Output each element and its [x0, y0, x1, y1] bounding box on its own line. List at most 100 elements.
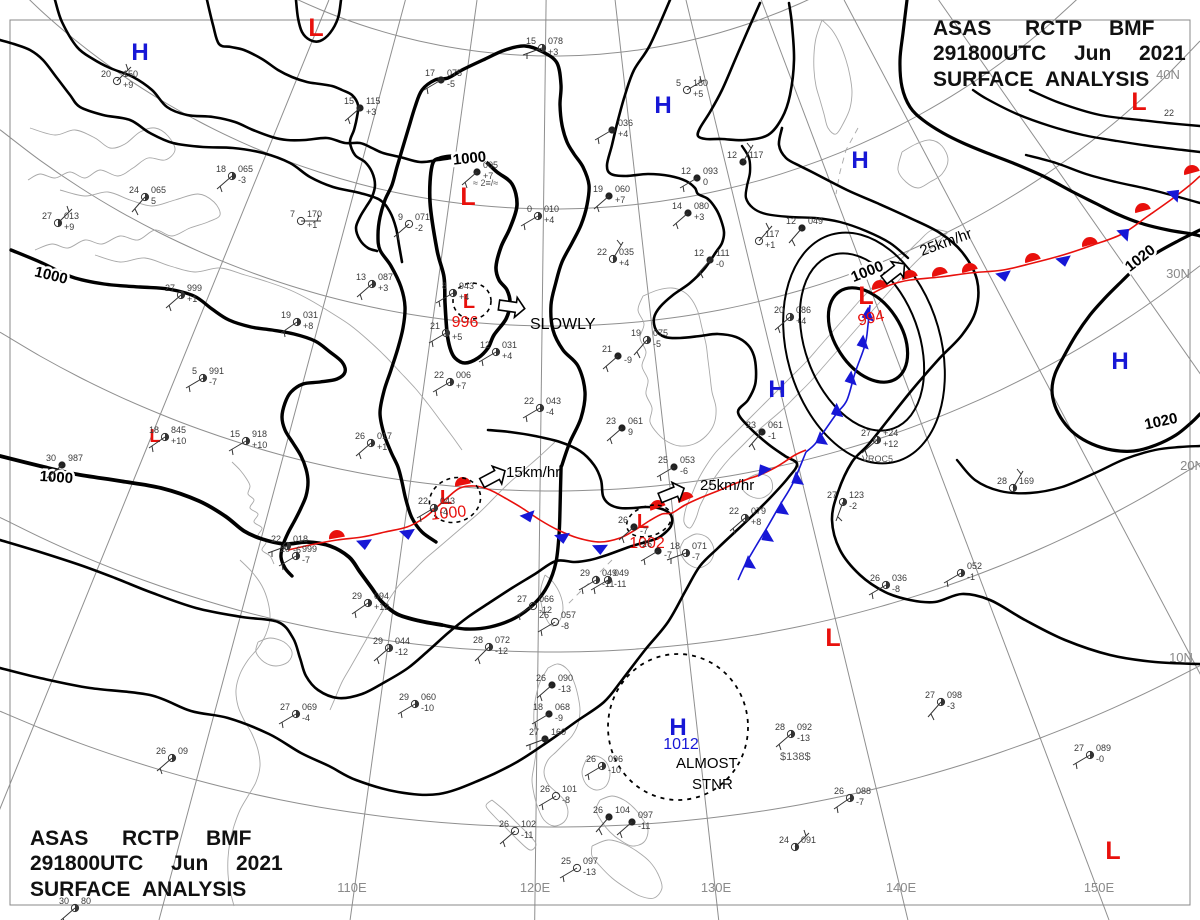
svg-text:15km/hr: 15km/hr	[506, 464, 560, 481]
svg-text:999: 999	[302, 544, 317, 554]
svg-text:115: 115	[366, 96, 380, 106]
svg-text:26: 26	[355, 431, 365, 441]
svg-text:-11: -11	[521, 830, 533, 840]
svg-text:30: 30	[59, 896, 69, 906]
svg-text:1000: 1000	[452, 148, 487, 168]
svg-text:22: 22	[271, 534, 281, 544]
svg-text:+4: +4	[502, 351, 512, 361]
svg-text:$138$: $138$	[780, 751, 811, 763]
svg-text:L: L	[150, 426, 161, 446]
svg-text:091: 091	[801, 835, 816, 845]
svg-text:26: 26	[642, 539, 652, 549]
svg-text:-9: -9	[624, 355, 632, 365]
svg-text:28: 28	[775, 722, 785, 732]
svg-text:049: 049	[602, 568, 617, 578]
svg-text:006: 006	[456, 370, 471, 380]
svg-text:20N: 20N	[1180, 458, 1200, 473]
svg-text:+5: +5	[452, 332, 462, 342]
svg-text:035: 035	[619, 247, 634, 257]
svg-text:+10: +10	[252, 440, 267, 450]
svg-text:20: 20	[774, 305, 784, 315]
svg-text:27: 27	[861, 428, 871, 438]
svg-text:L: L	[440, 487, 452, 509]
svg-text:918: 918	[252, 429, 267, 439]
svg-text:-7: -7	[856, 797, 864, 807]
svg-text:80: 80	[81, 896, 91, 906]
svg-text:20: 20	[101, 69, 111, 79]
svg-text:+8: +8	[751, 517, 761, 527]
svg-text:29: 29	[399, 692, 409, 702]
svg-text:18: 18	[149, 425, 159, 435]
svg-text:102: 102	[521, 819, 536, 829]
svg-text:0: 0	[527, 204, 532, 214]
svg-text:+7: +7	[483, 171, 493, 181]
svg-text:053: 053	[680, 455, 695, 465]
svg-text:031: 031	[502, 340, 517, 350]
svg-text:169: 169	[1019, 476, 1034, 486]
svg-text:H: H	[851, 147, 868, 174]
svg-text:-7: -7	[302, 555, 310, 565]
svg-text:-6: -6	[293, 545, 301, 555]
svg-text:+1: +1	[765, 240, 775, 250]
svg-text:-5: -5	[447, 79, 455, 89]
svg-text:+24: +24	[883, 428, 898, 438]
svg-text:26: 26	[834, 786, 844, 796]
svg-text:-2: -2	[415, 223, 423, 233]
svg-text:057: 057	[561, 610, 576, 620]
svg-text:ALMOST: ALMOST	[676, 755, 738, 772]
svg-text:22: 22	[729, 506, 739, 516]
svg-text:27: 27	[1074, 743, 1084, 753]
svg-text:078: 078	[548, 36, 563, 46]
svg-text:097: 097	[638, 810, 653, 820]
svg-text:-8: -8	[561, 621, 569, 631]
svg-text:24: 24	[779, 835, 789, 845]
svg-text:036: 036	[892, 573, 907, 583]
svg-text:19: 19	[593, 184, 603, 194]
svg-text:+8: +8	[303, 321, 313, 331]
svg-text:140E: 140E	[886, 880, 917, 895]
svg-text:ASAS: ASAS	[30, 827, 88, 850]
svg-text:H: H	[1111, 348, 1128, 375]
svg-text:-4: -4	[440, 507, 448, 517]
svg-text:1000: 1000	[430, 503, 467, 524]
svg-text:093: 093	[703, 166, 718, 176]
svg-text:-8: -8	[562, 795, 570, 805]
svg-text:111: 111	[716, 248, 730, 258]
svg-text:+4: +4	[544, 215, 554, 225]
svg-text:052: 052	[967, 561, 982, 571]
svg-text:26: 26	[539, 610, 549, 620]
svg-text:+7: +7	[615, 195, 625, 205]
svg-text:088: 088	[856, 786, 871, 796]
svg-text:L: L	[1131, 88, 1146, 116]
svg-text:-7: -7	[664, 550, 672, 560]
svg-text:24: 24	[129, 185, 139, 195]
svg-text:26: 26	[156, 746, 166, 756]
svg-text:30: 30	[46, 453, 56, 463]
svg-text:130E: 130E	[701, 880, 732, 895]
svg-text:061: 061	[628, 416, 643, 426]
svg-text:013: 013	[64, 211, 79, 221]
svg-text:170: 170	[307, 209, 322, 219]
svg-text:089: 089	[1096, 743, 1111, 753]
svg-text:BMF: BMF	[1109, 17, 1155, 40]
svg-text:160: 160	[551, 727, 566, 737]
svg-text:-10: -10	[421, 703, 434, 713]
svg-text:L: L	[858, 282, 873, 310]
svg-text:27: 27	[925, 690, 935, 700]
svg-text:27: 27	[529, 727, 539, 737]
svg-text:SURFACE: SURFACE	[30, 878, 130, 901]
svg-text:27: 27	[280, 702, 290, 712]
svg-text:066: 066	[539, 594, 554, 604]
svg-text:101: 101	[562, 784, 577, 794]
svg-text:117: 117	[765, 229, 779, 239]
svg-text:-4: -4	[546, 407, 554, 417]
svg-text:-0: -0	[1096, 754, 1104, 764]
svg-text:060: 060	[615, 184, 630, 194]
svg-text:10N: 10N	[1169, 650, 1193, 665]
svg-text:22: 22	[434, 370, 444, 380]
svg-text:-0: -0	[716, 259, 724, 269]
svg-text:043: 043	[546, 396, 561, 406]
svg-text:12: 12	[694, 248, 704, 258]
svg-text:RCTP: RCTP	[1025, 17, 1082, 40]
svg-text:18: 18	[216, 164, 226, 174]
